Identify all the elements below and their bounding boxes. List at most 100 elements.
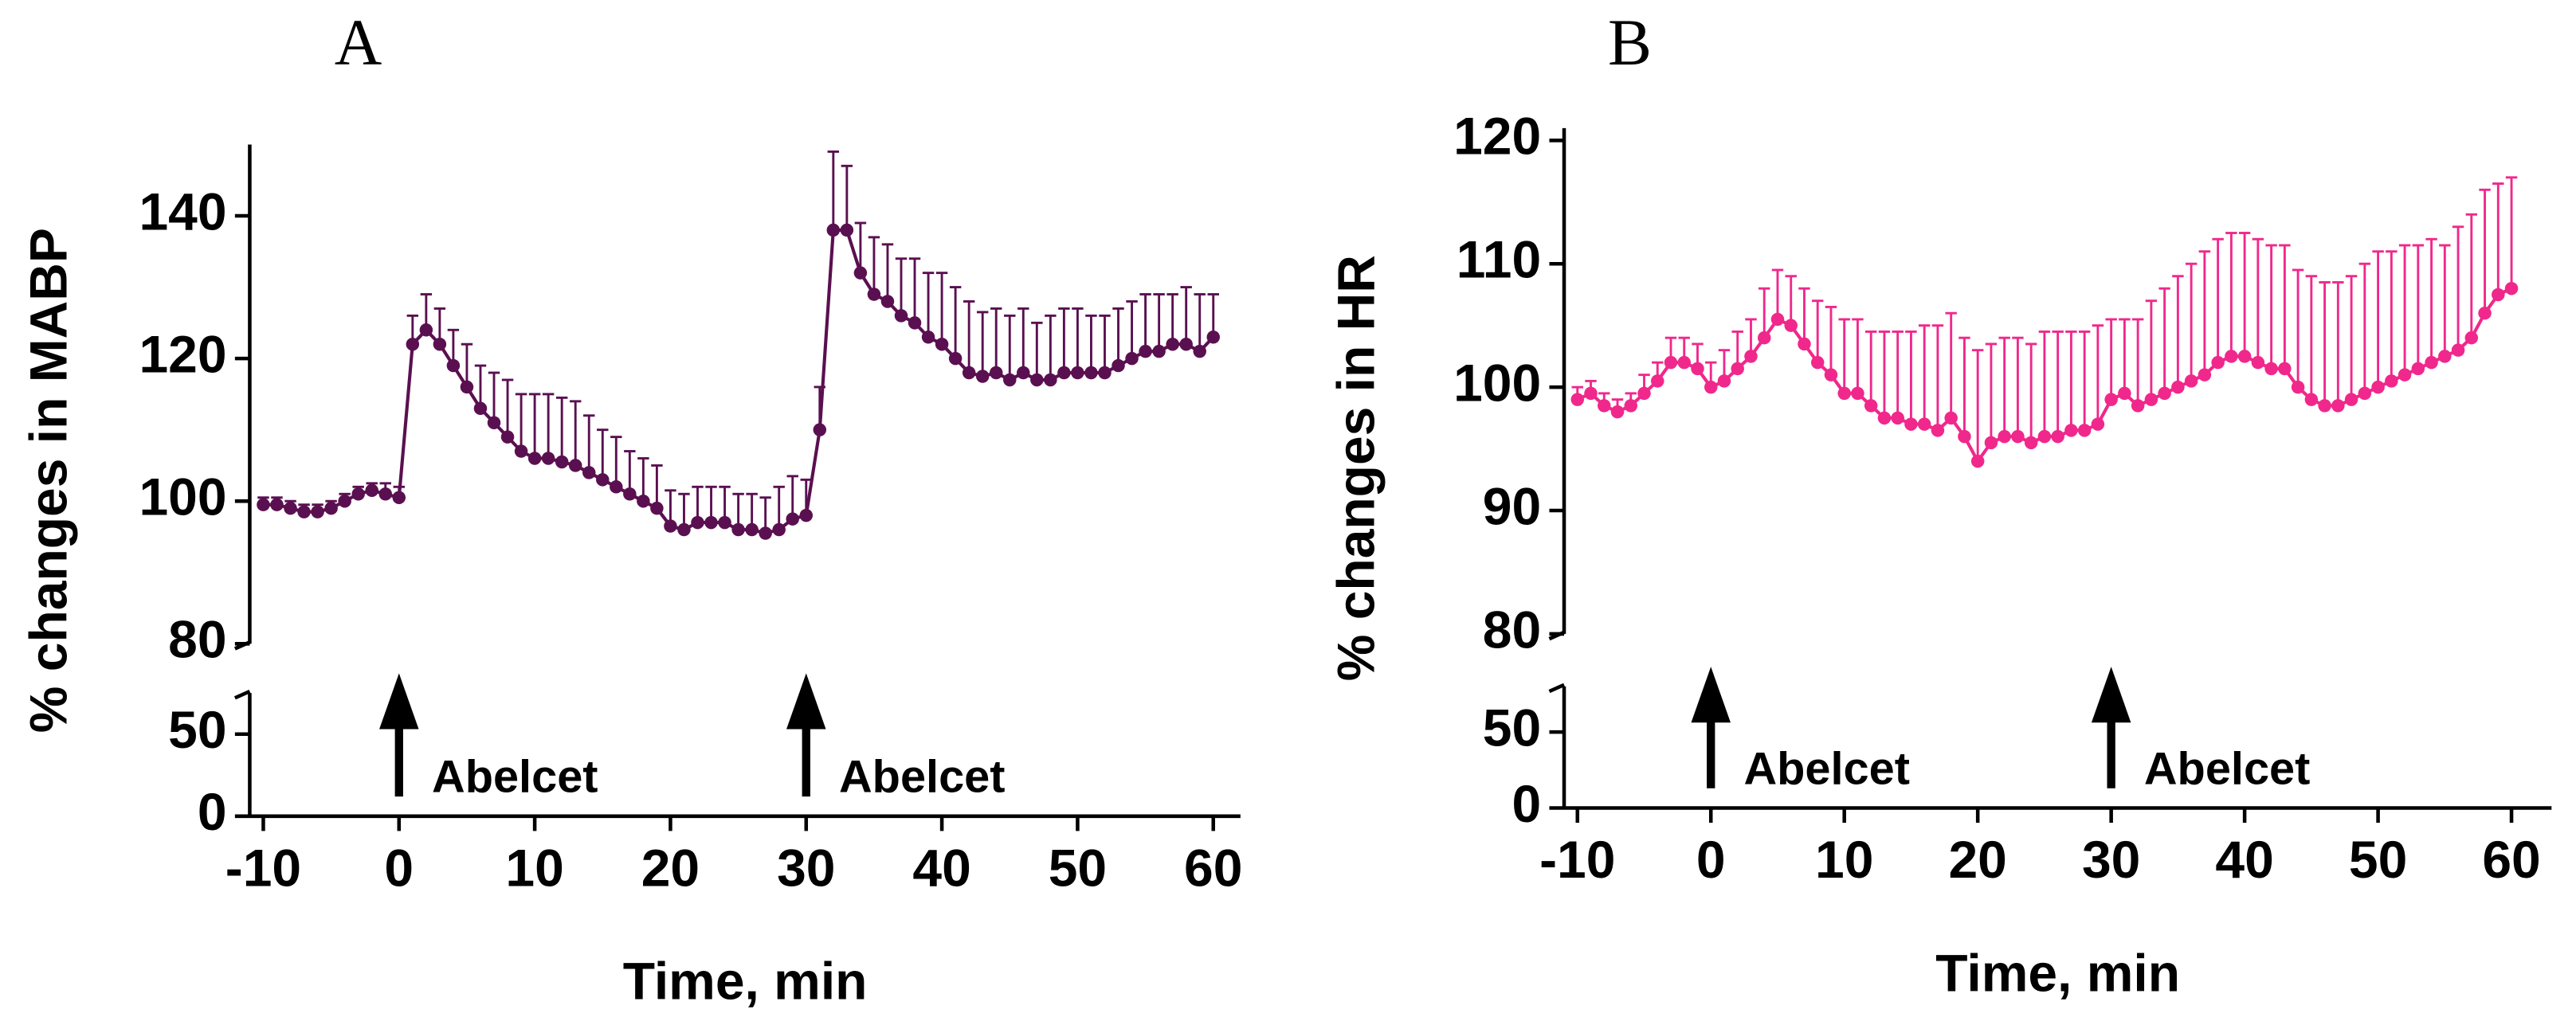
data-point xyxy=(2344,393,2358,406)
data-point xyxy=(2225,350,2238,363)
data-point xyxy=(1017,366,1030,380)
x-tick-label: 30 xyxy=(2082,830,2140,889)
data-point xyxy=(2331,399,2345,413)
data-point xyxy=(1958,429,1971,444)
data-point xyxy=(1798,337,1811,351)
y-tick-label: 50 xyxy=(1483,698,1541,757)
data-point xyxy=(1851,386,1864,401)
data-point xyxy=(419,323,433,337)
data-point xyxy=(2358,386,2372,401)
data-point xyxy=(2144,393,2158,406)
y-tick-label: 120 xyxy=(1453,107,1541,166)
data-point xyxy=(718,515,731,530)
data-point xyxy=(2051,429,2064,444)
y-tick-label: 80 xyxy=(168,610,226,669)
data-point xyxy=(1570,393,1585,406)
data-point xyxy=(867,288,881,301)
data-point xyxy=(500,430,515,444)
data-point xyxy=(1651,374,1664,388)
x-tick-label: 60 xyxy=(1184,838,1242,897)
data-point xyxy=(1784,319,1798,332)
data-point xyxy=(473,401,488,416)
data-point xyxy=(1717,374,1731,388)
x-tick-label: 30 xyxy=(777,838,835,897)
data-point xyxy=(1664,355,1678,370)
x-tick-label: -10 xyxy=(225,838,301,897)
x-tick-label: 50 xyxy=(2349,830,2407,889)
data-point xyxy=(1944,411,1958,425)
data-point xyxy=(637,494,650,508)
data-point xyxy=(1179,337,1193,351)
data-point xyxy=(1637,386,1651,401)
data-point xyxy=(1691,362,1704,376)
data-point xyxy=(1193,344,1206,358)
y-tick-label: 50 xyxy=(168,700,226,759)
x-tick-label: -10 xyxy=(1539,830,1615,889)
arrow-head xyxy=(786,673,826,730)
data-point xyxy=(664,519,677,533)
y-axis-label: % changes in HR xyxy=(1327,255,1386,681)
axis-break xyxy=(1548,683,1565,694)
data-point xyxy=(2504,281,2519,295)
data-point xyxy=(813,423,827,436)
data-point xyxy=(1704,380,1718,394)
data-point xyxy=(568,459,582,472)
data-point xyxy=(2158,386,2171,401)
x-tick-label: 20 xyxy=(1948,830,2006,889)
x-tick-label: 40 xyxy=(2215,830,2273,889)
arrow-head xyxy=(1691,667,1731,723)
data-point xyxy=(2171,380,2185,394)
data-point xyxy=(1125,351,1139,366)
data-point xyxy=(894,309,908,323)
data-point xyxy=(650,501,664,515)
x-axis-label: Time, min xyxy=(623,952,868,1011)
series-line xyxy=(263,228,1215,535)
x-tick-label: 10 xyxy=(1815,830,1873,889)
data-point xyxy=(731,522,745,537)
data-point xyxy=(284,501,297,515)
annotation: Abelcet xyxy=(839,752,1006,803)
data-point xyxy=(2304,393,2319,406)
x-tick-label: 20 xyxy=(641,838,700,897)
data-point xyxy=(2077,424,2092,437)
data-point xyxy=(1970,454,1985,468)
data-point xyxy=(460,380,474,394)
data-point xyxy=(1584,386,1598,401)
data-point xyxy=(1931,424,1945,437)
data-point xyxy=(487,416,501,429)
data-point xyxy=(1904,417,1918,431)
annotation: Abelcet xyxy=(1743,743,1910,794)
data-point xyxy=(1891,411,1904,425)
data-point xyxy=(623,487,637,501)
data-point xyxy=(935,337,949,351)
data-point xyxy=(880,295,895,308)
axis-break xyxy=(233,690,251,700)
data-point xyxy=(1030,373,1044,387)
y-axis-label: % changes in MABP xyxy=(18,228,77,733)
data-point xyxy=(2398,368,2412,381)
data-point xyxy=(1057,366,1071,380)
data-point xyxy=(2451,343,2465,357)
data-point xyxy=(1610,405,1625,419)
x-tick-label: 50 xyxy=(1049,838,1107,897)
data-point xyxy=(2104,393,2118,406)
data-point xyxy=(527,452,542,465)
data-point xyxy=(799,508,814,522)
data-point xyxy=(1003,373,1017,387)
data-point xyxy=(2198,368,2212,381)
data-point xyxy=(1757,331,1771,345)
data-point xyxy=(2184,374,2198,388)
data-point xyxy=(1810,355,1825,370)
panel-label: A xyxy=(335,6,382,79)
data-point xyxy=(1877,411,1892,425)
data-point xyxy=(745,522,759,537)
data-point xyxy=(2011,429,2025,444)
x-tick-label: 10 xyxy=(505,838,563,897)
y-tick-label: 90 xyxy=(1483,476,1541,535)
data-point xyxy=(2371,380,2385,394)
data-point xyxy=(2264,362,2278,376)
data-point xyxy=(596,473,610,487)
data-point xyxy=(1998,429,2011,444)
data-point xyxy=(2024,436,2038,450)
